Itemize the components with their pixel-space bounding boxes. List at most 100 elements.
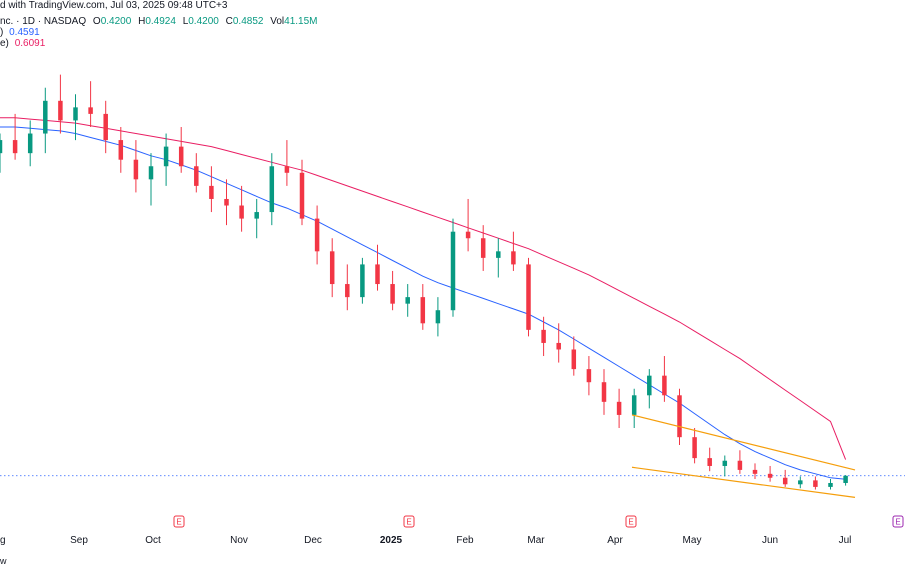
candle[interactable] bbox=[58, 74, 63, 134]
dividend-marker[interactable]: E bbox=[892, 515, 904, 528]
candle[interactable] bbox=[43, 87, 48, 154]
candle-body bbox=[314, 218, 320, 252]
candle[interactable] bbox=[118, 126, 124, 173]
candle[interactable] bbox=[556, 323, 561, 363]
x-tick-label: 2025 bbox=[380, 535, 403, 546]
earnings-marker-label: E bbox=[406, 518, 411, 527]
candle[interactable] bbox=[12, 113, 18, 160]
candle[interactable] bbox=[752, 463, 758, 480]
candle[interactable] bbox=[496, 238, 501, 278]
candle[interactable] bbox=[390, 270, 395, 311]
candle[interactable] bbox=[435, 297, 441, 337]
candle[interactable] bbox=[662, 356, 667, 402]
candle[interactable] bbox=[284, 140, 290, 186]
x-tick-label: g bbox=[0, 535, 6, 546]
candle-body bbox=[752, 469, 758, 474]
ma-fast-legend: ) 0.4591 bbox=[0, 27, 40, 38]
candle[interactable] bbox=[73, 94, 78, 141]
ma-slow-legend: e) 0.6091 bbox=[0, 38, 46, 49]
ma-fast-value: 0.4591 bbox=[9, 27, 40, 38]
candle-body bbox=[163, 146, 169, 167]
candle[interactable] bbox=[375, 244, 380, 291]
candle[interactable] bbox=[209, 166, 214, 213]
ohlc-close: C0.4852 bbox=[225, 16, 264, 27]
candle[interactable] bbox=[133, 140, 139, 193]
ohlc-values: O0.4200 H0.4924 L0.4200 C0.4852 Vol41.15… bbox=[93, 16, 318, 27]
candle-body bbox=[586, 369, 592, 383]
candle[interactable] bbox=[405, 284, 410, 317]
candle[interactable] bbox=[194, 153, 199, 193]
candle[interactable] bbox=[178, 126, 184, 173]
candle[interactable] bbox=[526, 257, 531, 337]
earnings-marker[interactable]: E bbox=[173, 515, 185, 528]
candle-body bbox=[692, 437, 697, 459]
candle[interactable] bbox=[480, 225, 486, 271]
candle-body bbox=[118, 140, 124, 160]
candle[interactable] bbox=[511, 231, 516, 271]
candle[interactable] bbox=[631, 388, 637, 429]
earnings-marker[interactable]: E bbox=[625, 515, 637, 528]
candle[interactable] bbox=[88, 81, 93, 127]
candle[interactable] bbox=[148, 153, 154, 206]
wedge-upper-line[interactable] bbox=[631, 414, 856, 471]
candle[interactable] bbox=[677, 388, 682, 446]
ma-slow-value: 0.6091 bbox=[14, 38, 46, 49]
earnings-marker[interactable]: E bbox=[403, 515, 415, 528]
wedge-lower-line[interactable] bbox=[631, 466, 856, 498]
candle[interactable] bbox=[601, 369, 607, 415]
candle[interactable] bbox=[798, 476, 803, 489]
candle-body bbox=[148, 166, 154, 180]
candle[interactable] bbox=[737, 450, 743, 474]
candle[interactable] bbox=[767, 465, 773, 482]
candle[interactable] bbox=[707, 447, 712, 472]
candle[interactable] bbox=[239, 185, 244, 232]
earnings-marker-label: E bbox=[176, 518, 181, 527]
candle-body bbox=[496, 251, 501, 258]
x-tick-label: Oct bbox=[145, 535, 161, 546]
candle-body bbox=[798, 480, 803, 485]
candle[interactable] bbox=[722, 455, 728, 477]
candle-body bbox=[813, 480, 818, 487]
candle[interactable] bbox=[843, 475, 848, 486]
candle-body bbox=[329, 251, 335, 285]
candle-body bbox=[43, 100, 48, 134]
candle[interactable] bbox=[465, 198, 471, 252]
candle[interactable] bbox=[541, 316, 546, 357]
ma-slow-line bbox=[0, 117, 847, 460]
candle-body bbox=[511, 251, 516, 265]
candle[interactable] bbox=[420, 284, 426, 330]
candle-body bbox=[58, 100, 63, 121]
ohlc-low: L0.4200 bbox=[182, 16, 219, 27]
x-tick-label: Feb bbox=[456, 535, 474, 546]
candle[interactable] bbox=[692, 428, 697, 464]
candle[interactable] bbox=[163, 133, 169, 186]
candle[interactable] bbox=[329, 238, 335, 298]
candle[interactable] bbox=[450, 218, 456, 317]
candle[interactable] bbox=[813, 476, 818, 490]
candle[interactable] bbox=[828, 479, 833, 490]
candle[interactable] bbox=[571, 336, 577, 376]
candle[interactable] bbox=[345, 264, 350, 311]
candle[interactable] bbox=[27, 120, 33, 167]
candle[interactable] bbox=[782, 469, 788, 487]
candle[interactable] bbox=[314, 205, 320, 265]
candle[interactable] bbox=[224, 179, 229, 226]
candle[interactable] bbox=[269, 153, 275, 226]
candle-body bbox=[541, 329, 546, 343]
candle[interactable] bbox=[0, 133, 3, 173]
candle[interactable] bbox=[647, 369, 652, 409]
candle[interactable] bbox=[586, 356, 592, 396]
candle[interactable] bbox=[299, 159, 305, 226]
candle-body bbox=[601, 382, 607, 402]
candle[interactable] bbox=[360, 257, 365, 304]
candle[interactable] bbox=[616, 388, 622, 429]
chart-header-line2: nc. · 1D · NASDAQ O0.4200 H0.4924 L0.420… bbox=[0, 16, 318, 27]
candle[interactable] bbox=[254, 198, 259, 239]
candle-body bbox=[405, 297, 410, 304]
candle[interactable] bbox=[103, 100, 108, 154]
candle-body bbox=[254, 212, 259, 219]
candle-body bbox=[828, 482, 833, 487]
candle-body bbox=[526, 264, 531, 330]
candle-body bbox=[677, 395, 682, 438]
